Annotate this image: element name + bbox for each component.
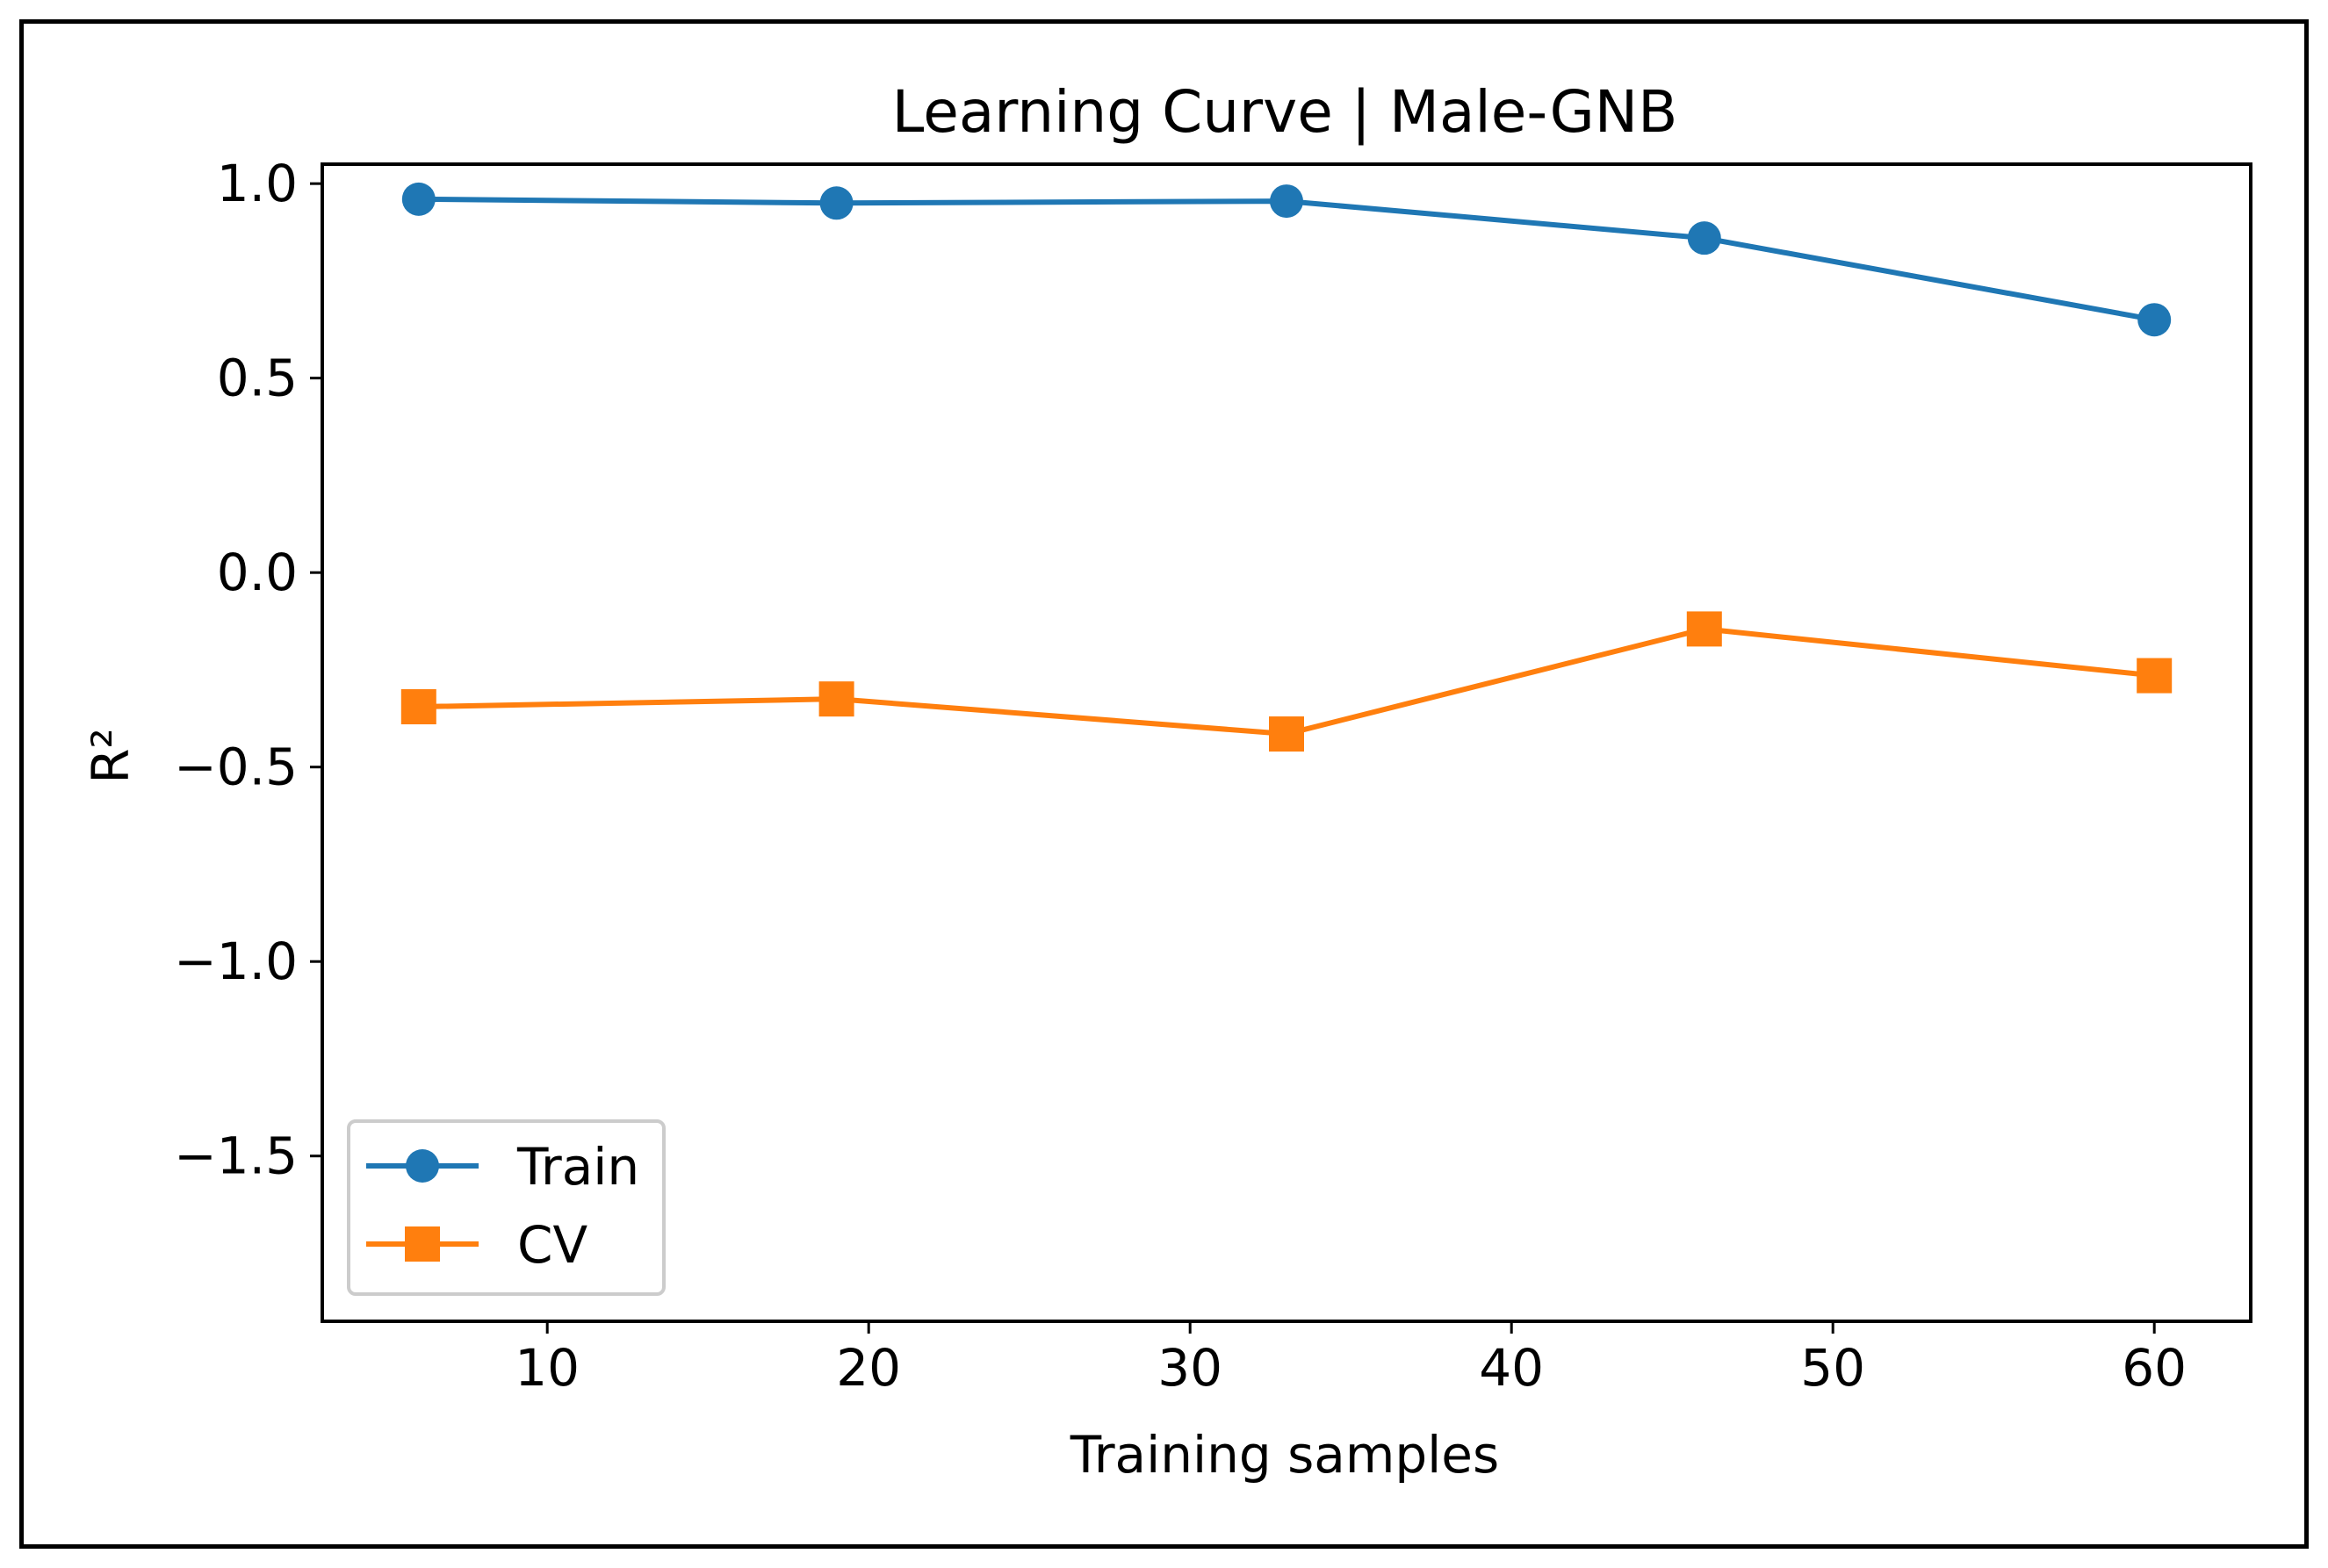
cv-point: [1269, 716, 1304, 752]
x-axis-label: Training samples: [1070, 1425, 1499, 1485]
legend-cv-label: CV: [517, 1215, 587, 1275]
cv-point: [818, 681, 854, 717]
y-tick-label: 1.0: [217, 154, 298, 213]
series-layer: [400, 182, 2173, 752]
legend: Train CV: [347, 1119, 666, 1296]
y-tick-label: −0.5: [174, 737, 298, 797]
y-axis-label: R²: [81, 728, 141, 784]
y-axis-ticks: 1.0 0.5 0.0 −0.5 −1.0 −1.5: [174, 154, 322, 1186]
y-tick-label: 0.5: [217, 349, 298, 408]
train-point: [2137, 303, 2172, 337]
train-point: [1270, 184, 1303, 219]
y-tick-label: −1.5: [174, 1126, 298, 1186]
x-tick-label: 10: [515, 1338, 580, 1398]
cv-point: [2137, 658, 2173, 694]
legend-train-marker: [406, 1149, 439, 1183]
legend-cv-marker: [405, 1226, 440, 1262]
legend-train-label: Train: [516, 1137, 639, 1197]
x-tick-label: 30: [1157, 1338, 1222, 1398]
cv-point: [1686, 611, 1722, 647]
x-axis-ticks: 10 20 30 40 50 60: [515, 1321, 2187, 1398]
x-tick-label: 40: [1479, 1338, 1544, 1398]
y-tick-label: 0.0: [217, 543, 298, 602]
cv-point: [400, 689, 436, 725]
x-tick-label: 60: [2122, 1338, 2187, 1398]
train-point: [401, 182, 436, 216]
y-tick-label: −1.0: [174, 931, 298, 991]
train-point: [819, 186, 854, 220]
x-tick-label: 50: [1800, 1338, 1865, 1398]
x-tick-label: 20: [836, 1338, 901, 1398]
plot-area: [321, 162, 2252, 1323]
chart-title: Learning Curve | Male-GNB: [892, 78, 1678, 146]
train-point: [1687, 221, 1721, 255]
